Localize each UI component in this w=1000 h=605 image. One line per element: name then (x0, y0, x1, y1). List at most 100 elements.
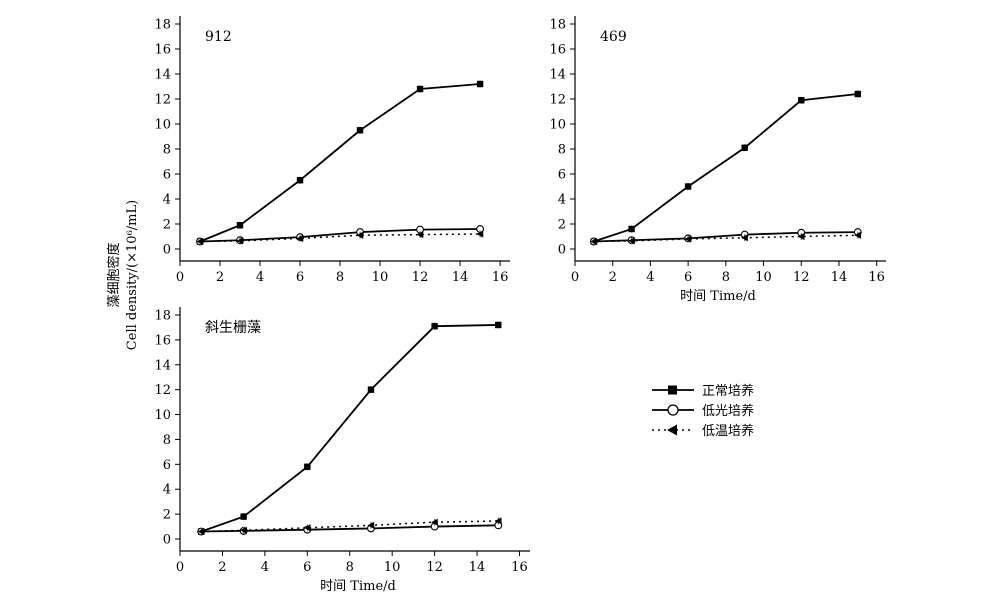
y-tick-label: 0 (163, 533, 171, 548)
data-point-normal (431, 323, 438, 330)
x-tick-label: 10 (755, 270, 772, 285)
y-tick-label: 8 (163, 433, 171, 448)
legend-item-lowtemp: 低温培养 (652, 423, 754, 439)
x-tick-label: 8 (722, 270, 730, 285)
y-tick-label: 16 (549, 43, 566, 58)
data-point-lowtemp (590, 237, 598, 246)
panel-title: 469 (600, 29, 627, 45)
y-tick-label: 12 (154, 93, 171, 108)
x-tick-label: 16 (492, 270, 509, 285)
data-point-normal (741, 144, 748, 151)
series-line-lowlight (201, 524, 499, 533)
data-point-normal (416, 85, 424, 93)
legend-label-normal: 正常培养 (702, 383, 754, 399)
x-tick-label: 10 (384, 560, 401, 575)
x-tick-label: 14 (831, 270, 848, 285)
x-tick-label: 6 (684, 270, 692, 285)
data-point-lowtemp (416, 231, 424, 239)
data-point-normal (476, 80, 484, 88)
x-tick-label: 8 (336, 270, 344, 285)
legend-circle-marker (667, 404, 679, 416)
y-tick-label: 16 (154, 43, 171, 58)
data-point-lowtemp (854, 231, 862, 239)
data-point-lowtemp (741, 234, 748, 242)
x-axis-label-469: 时间 Time/d (680, 289, 756, 304)
y-tick-label: 18 (154, 18, 171, 33)
series-line-normal (200, 324, 499, 533)
series-line-normal (199, 83, 481, 243)
y-tick-label: 4 (163, 193, 171, 208)
x-tick-label: 10 (372, 270, 389, 285)
panel-pscen: 0 2 4 6 8 10 12 14 16 0 2 4 6 8 10 12 14 16 18 斜生栅藻 (154, 307, 530, 575)
x-tick-label: 8 (346, 560, 354, 575)
data-point-normal (296, 177, 304, 184)
x-tick-label: 2 (216, 270, 224, 285)
x-tick-label: 6 (303, 560, 311, 575)
x-tick-label: 2 (218, 560, 226, 575)
y-tick-label: 4 (163, 483, 171, 498)
legend-triangle-marker (667, 424, 677, 436)
x-tick-label: 16 (868, 270, 885, 285)
data-point-lowtemp (197, 527, 205, 536)
y-tick-label: 6 (163, 168, 171, 183)
data-point-lowtemp (476, 230, 484, 238)
y-tick-label: 10 (154, 118, 171, 133)
x-tick-label: 14 (452, 270, 469, 285)
y-tick-label: 0 (558, 243, 566, 258)
legend-square-marker (668, 385, 677, 395)
x-axis-label-scenedesmus: 时间 Time/d (320, 579, 396, 594)
y-tick-label: 0 (163, 243, 171, 258)
data-point-normal (304, 463, 311, 471)
data-point-normal (236, 222, 244, 229)
y-tick-label: 2 (163, 508, 171, 523)
legend-label-lowlight: 低光培养 (702, 403, 754, 419)
series-line-lowtemp (201, 520, 499, 533)
x-tick-label: 12 (426, 560, 443, 575)
data-point-lowtemp (494, 517, 502, 525)
y-axis-label-en: Cell density/(×10⁶/mL) (125, 200, 140, 350)
y-tick-label: 12 (154, 383, 171, 398)
y-tick-label: 6 (558, 168, 566, 183)
y-axis-label-cn: 藻细胞密度 (106, 242, 122, 307)
data-point-normal (367, 386, 375, 393)
legend-item-normal: 正常培养 (652, 383, 754, 399)
data-point-lowtemp (628, 237, 635, 245)
y-tick-label: 2 (163, 218, 171, 233)
data-point-normal (854, 90, 862, 98)
data-point-lowtemp (303, 524, 311, 532)
data-point-lowtemp (240, 526, 247, 534)
y-tick-label: 8 (163, 143, 171, 158)
data-point-normal (495, 321, 502, 329)
y-tick-label: 8 (558, 143, 566, 158)
x-tick-label: 4 (646, 270, 654, 285)
panel-title: 斜生栅藻 (205, 320, 261, 336)
data-point-lowtemp (431, 518, 438, 526)
y-tick-label: 16 (154, 333, 171, 348)
y-tick-label: 14 (154, 358, 171, 373)
y-tick-label: 18 (154, 309, 171, 324)
y-tick-label: 6 (163, 458, 171, 473)
x-tick-label: 14 (469, 560, 486, 575)
x-tick-label: 6 (296, 270, 304, 285)
legend: 正常培养 低光培养 低温培养 (652, 383, 754, 439)
y-tick-label: 2 (558, 218, 566, 233)
data-point-normal (628, 225, 635, 233)
data-point-lowtemp (367, 521, 375, 529)
y-tick-label: 10 (549, 118, 566, 133)
panel-p912: 0 2 4 6 8 10 12 14 16 0 2 4 6 8 10 12 14 16 18 912 (154, 16, 510, 285)
x-tick-label: 12 (412, 270, 429, 285)
y-tick-label: 14 (549, 68, 566, 83)
data-point-normal (798, 97, 805, 104)
x-tick-label: 16 (511, 560, 528, 575)
series-line-normal (593, 93, 858, 243)
x-tick-label: 4 (256, 270, 264, 285)
x-tick-label: 12 (793, 270, 810, 285)
data-point-normal (684, 183, 692, 190)
y-tick-label: 10 (154, 408, 171, 423)
series-line-lowlight (199, 228, 481, 243)
x-tick-label: 4 (261, 560, 269, 575)
legend-item-lowlight: 低光培养 (652, 403, 754, 419)
data-point-lowtemp (296, 234, 304, 242)
data-point-normal (356, 127, 364, 134)
